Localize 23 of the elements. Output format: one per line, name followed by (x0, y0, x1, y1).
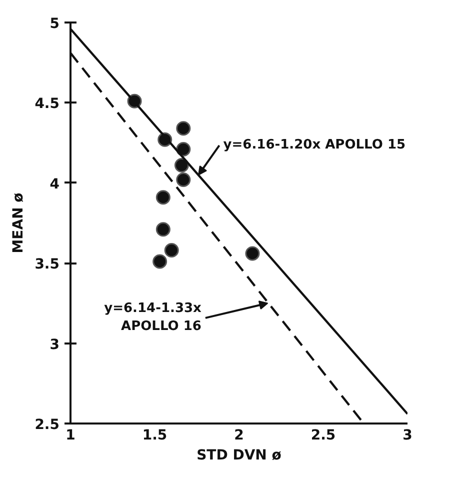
y-axis-title: MEAN ø (10, 192, 27, 254)
y-tick-label: 3 (50, 336, 60, 353)
y-tick-label: 5 (50, 16, 60, 32)
point (164, 243, 179, 258)
point (174, 158, 189, 172)
x-tick-label: 3 (402, 428, 412, 444)
y-tick-label: 4 (50, 176, 60, 192)
x-tick-label: 2 (234, 428, 244, 444)
x-tick-label: 1.5 (142, 428, 168, 444)
annotation: y=6.16-1.20x APOLLO 15 (223, 137, 406, 152)
point (152, 254, 168, 269)
y-tick-label: 3.5 (34, 256, 60, 273)
point (245, 246, 260, 261)
annotation: y=6.14-1.33x APOLLO 16 (104, 300, 202, 334)
y-tick-label: 2.5 (34, 417, 60, 433)
point (156, 190, 170, 205)
point (176, 172, 191, 187)
y-tick-label: 4.5 (34, 96, 60, 112)
x-tick-label: 2.5 (310, 428, 336, 444)
x-axis-title: STD DVN ø (196, 448, 282, 464)
point (176, 121, 191, 136)
point (156, 222, 170, 237)
x-tick-label: 1 (66, 428, 76, 444)
